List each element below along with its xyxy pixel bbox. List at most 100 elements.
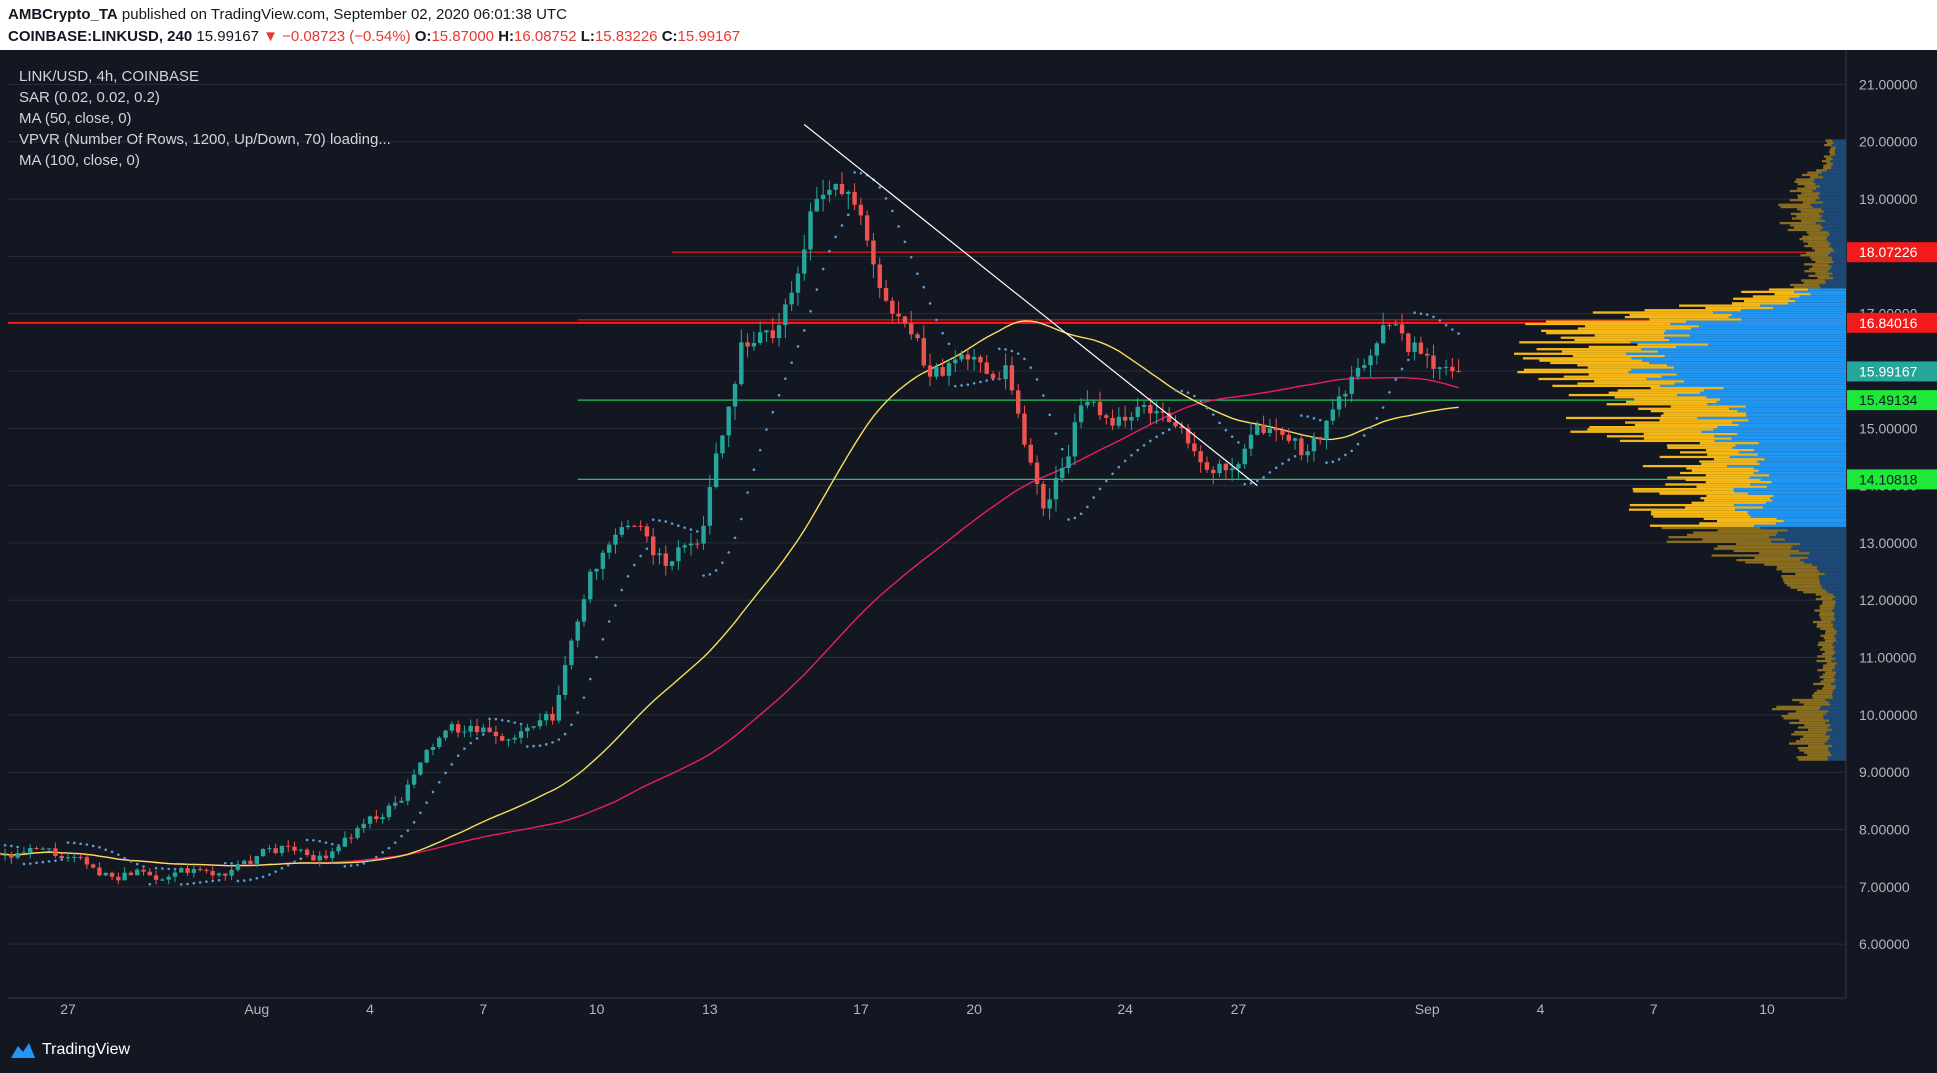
legend-ma100[interactable]: MA (100, close, 0): [19, 152, 140, 169]
candle[interactable]: [644, 526, 650, 537]
candle[interactable]: [28, 847, 33, 853]
candle[interactable]: [1330, 409, 1336, 421]
candle[interactable]: [638, 525, 643, 527]
candle[interactable]: [1406, 333, 1411, 352]
candle[interactable]: [342, 837, 348, 847]
candle[interactable]: [1204, 462, 1210, 470]
candle[interactable]: [437, 737, 442, 747]
candle[interactable]: [802, 249, 807, 274]
candle[interactable]: [625, 525, 631, 528]
candle[interactable]: [462, 731, 467, 733]
candle[interactable]: [1286, 434, 1291, 441]
candle[interactable]: [927, 365, 933, 377]
candle[interactable]: [279, 845, 285, 854]
candle[interactable]: [1116, 416, 1122, 426]
candle[interactable]: [896, 313, 901, 317]
candle[interactable]: [443, 730, 448, 738]
candle[interactable]: [34, 847, 39, 849]
candle[interactable]: [915, 334, 920, 339]
candle[interactable]: [1450, 366, 1455, 372]
candle[interactable]: [1009, 365, 1015, 391]
candle[interactable]: [1399, 324, 1405, 334]
candle[interactable]: [235, 864, 241, 870]
candle[interactable]: [1374, 343, 1380, 356]
candle[interactable]: [405, 784, 411, 801]
candle[interactable]: [1110, 417, 1115, 426]
candle[interactable]: [298, 849, 304, 851]
candle[interactable]: [669, 561, 675, 566]
candle[interactable]: [72, 856, 77, 858]
candle[interactable]: [544, 713, 549, 721]
candle[interactable]: [1198, 451, 1203, 463]
candle[interactable]: [103, 872, 108, 876]
candles[interactable]: [0, 172, 1461, 885]
candle[interactable]: [1060, 467, 1065, 478]
candle[interactable]: [814, 199, 820, 212]
candle[interactable]: [581, 599, 587, 622]
candle[interactable]: [1173, 421, 1178, 427]
candle[interactable]: [1091, 401, 1096, 403]
candle[interactable]: [783, 304, 788, 326]
candle[interactable]: [934, 367, 939, 377]
candle[interactable]: [550, 713, 555, 721]
candle[interactable]: [1141, 405, 1147, 407]
candle[interactable]: [109, 872, 115, 877]
candle[interactable]: [1305, 451, 1310, 456]
candle[interactable]: [1179, 426, 1184, 429]
candle[interactable]: [1387, 325, 1392, 327]
candle[interactable]: [1431, 355, 1436, 369]
candle[interactable]: [84, 857, 90, 865]
candle[interactable]: [1022, 413, 1027, 445]
candle[interactable]: [537, 720, 543, 727]
candle[interactable]: [1368, 355, 1373, 366]
candle[interactable]: [153, 875, 159, 880]
candle[interactable]: [1324, 420, 1329, 440]
candle[interactable]: [525, 727, 530, 732]
candle[interactable]: [971, 356, 977, 360]
candle[interactable]: [506, 739, 511, 741]
candle[interactable]: [726, 406, 731, 436]
candle[interactable]: [399, 800, 404, 803]
candle[interactable]: [1015, 390, 1021, 414]
candle[interactable]: [197, 869, 203, 871]
candle[interactable]: [21, 852, 27, 854]
candle[interactable]: [946, 363, 952, 376]
candle[interactable]: [1097, 401, 1103, 416]
candle[interactable]: [241, 860, 247, 865]
candle[interactable]: [512, 737, 517, 740]
candle[interactable]: [411, 774, 417, 785]
ma50-line[interactable]: [0, 320, 1459, 867]
candle[interactable]: [487, 727, 492, 732]
candle[interactable]: [229, 869, 234, 876]
candle[interactable]: [65, 857, 71, 859]
candle[interactable]: [732, 384, 738, 407]
candle[interactable]: [46, 848, 52, 850]
candle[interactable]: [789, 292, 794, 305]
candle[interactable]: [1078, 405, 1084, 423]
candle[interactable]: [1104, 415, 1109, 418]
candle[interactable]: [770, 330, 775, 339]
candle[interactable]: [1085, 401, 1090, 406]
legend-ma50[interactable]: MA (50, close, 0): [19, 110, 132, 127]
candle[interactable]: [776, 325, 782, 339]
candle[interactable]: [393, 802, 398, 806]
candle[interactable]: [1380, 325, 1386, 344]
candle[interactable]: [116, 876, 121, 881]
candle[interactable]: [588, 571, 593, 600]
candle[interactable]: [965, 354, 971, 360]
candle[interactable]: [1393, 324, 1398, 326]
price-badge-support[interactable]: 14.10818: [1847, 469, 1937, 490]
candle[interactable]: [1028, 444, 1033, 463]
candle[interactable]: [474, 725, 480, 733]
candle[interactable]: [531, 726, 536, 728]
candle[interactable]: [424, 749, 429, 763]
price-badge-last[interactable]: 15.99167: [1847, 361, 1937, 382]
candle[interactable]: [846, 191, 851, 195]
candle[interactable]: [600, 552, 606, 569]
trendline[interactable]: [803, 124, 1258, 487]
candle[interactable]: [751, 343, 757, 347]
candle[interactable]: [1311, 437, 1317, 452]
candle[interactable]: [1154, 411, 1159, 414]
candle[interactable]: [348, 837, 354, 839]
candle[interactable]: [909, 323, 914, 335]
